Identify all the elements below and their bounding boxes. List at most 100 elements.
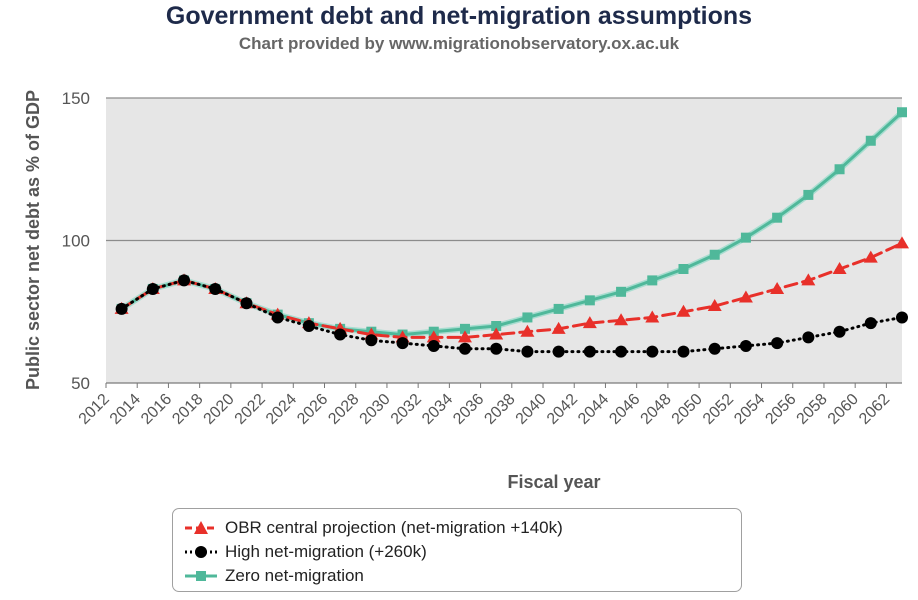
- data-point-circle: [427, 339, 440, 352]
- data-point-square: [772, 212, 783, 223]
- data-point-circle: [708, 342, 721, 355]
- x-tick-label: 2020: [201, 391, 238, 428]
- line-chart: 50 100 150 20122014201620182020202220242026…: [23, 89, 909, 492]
- legend-item-obr[interactable]: OBR central projection (net-migration +1…: [185, 517, 563, 539]
- x-tick-label: 2050: [669, 391, 706, 428]
- x-tick-label: 2052: [700, 391, 737, 428]
- data-point-triangle: [832, 262, 847, 274]
- data-point-triangle: [738, 290, 753, 303]
- data-point-square: [491, 321, 502, 331]
- data-point-circle: [396, 337, 409, 350]
- data-point-square: [584, 295, 595, 306]
- data-point-square: [459, 323, 470, 334]
- data-point-circle: [583, 345, 596, 358]
- x-tick-label: 2056: [762, 391, 799, 428]
- x-tick-label: 2048: [638, 391, 675, 428]
- legend-square-marker: [185, 571, 217, 581]
- y-axis-title: Public sector net debt as % of GDP: [23, 90, 43, 390]
- data-point-circle: [646, 345, 659, 358]
- data-point-square: [865, 135, 876, 146]
- chart-subtitle: Chart provided by www.migrationobservato…: [238, 34, 680, 53]
- x-tick-label: 2024: [263, 391, 300, 428]
- data-point-square: [834, 164, 845, 175]
- data-point-circle: [115, 302, 128, 315]
- legend-label-high: High net-migration (+260k): [225, 542, 427, 561]
- x-tick-label: 2026: [294, 391, 331, 428]
- data-point-circle: [458, 342, 471, 355]
- data-point-triangle: [770, 281, 785, 294]
- data-point-circle: [146, 282, 159, 295]
- x-tick-label: 2040: [513, 391, 550, 428]
- y-tick-label: 50: [71, 374, 90, 393]
- series-line-triangle: [120, 241, 904, 339]
- x-tick-label: 2016: [138, 391, 175, 428]
- data-point-circle: [521, 345, 534, 358]
- data-point-triangle: [801, 273, 816, 286]
- legend-item-high[interactable]: High net-migration (+260k): [185, 541, 427, 563]
- data-point-triangle: [457, 330, 472, 343]
- data-point-square: [709, 249, 720, 260]
- legend-label-zero: Zero net-migration: [225, 566, 364, 585]
- y-tick-label: 100: [62, 232, 90, 251]
- x-tick-label: 2034: [419, 391, 456, 428]
- legend-circle-marker: [185, 546, 217, 558]
- data-point-circle: [302, 320, 315, 332]
- x-tick-label: 2014: [107, 391, 144, 428]
- data-point-triangle: [489, 327, 504, 340]
- x-tick-label: 2060: [825, 391, 862, 428]
- x-tick-label: 2022: [232, 391, 269, 428]
- x-tick-label: 2042: [544, 391, 581, 428]
- x-tick-label: 2018: [169, 391, 206, 428]
- data-point-square: [897, 107, 907, 118]
- data-point-circle: [365, 334, 378, 347]
- data-point-square: [522, 312, 533, 323]
- data-point-circle: [209, 282, 222, 295]
- x-tick-label: 2054: [731, 391, 768, 428]
- data-point-triangle: [863, 250, 878, 263]
- data-point-square: [803, 189, 814, 200]
- data-point-circle: [739, 339, 752, 352]
- data-point-square: [553, 303, 564, 314]
- data-point-circle: [771, 337, 784, 350]
- chart-title: Government debt and net-migration assump…: [165, 2, 753, 30]
- data-point-triangle: [551, 321, 566, 334]
- data-point-circle: [896, 311, 908, 324]
- x-tick-label: 2046: [606, 391, 643, 428]
- data-point-circle: [178, 274, 191, 287]
- data-point-circle: [552, 345, 565, 358]
- data-point-triangle: [520, 324, 535, 337]
- x-tick-label: 2058: [794, 391, 831, 428]
- data-point-circle: [334, 328, 347, 341]
- data-point-triangle: [614, 313, 629, 326]
- legend-label-obr: OBR central projection (net-migration +1…: [225, 518, 563, 537]
- data-point-circle: [271, 311, 284, 324]
- data-point-triangle: [582, 316, 597, 329]
- data-point-circle: [864, 317, 877, 330]
- x-axis-title: Fiscal year: [507, 472, 600, 492]
- legend-item-zero[interactable]: Zero net-migration: [185, 565, 364, 587]
- data-point-circle: [833, 325, 846, 338]
- data-point-circle: [677, 345, 690, 358]
- data-point-triangle: [707, 299, 722, 312]
- data-point-circle: [240, 297, 253, 310]
- x-tick-label: 2036: [450, 391, 487, 428]
- data-point-triangle: [895, 236, 909, 249]
- data-point-square: [616, 286, 627, 297]
- x-tick-label: 2012: [76, 391, 113, 428]
- x-tick-label: 2038: [481, 391, 518, 428]
- data-point-circle: [490, 342, 503, 355]
- data-point-triangle: [676, 304, 691, 317]
- y-tick-label: 150: [62, 89, 90, 108]
- data-point-square: [740, 232, 751, 243]
- data-point-circle: [802, 331, 815, 344]
- x-tick-label: 2032: [388, 391, 425, 428]
- legend-triangle-marker: [185, 521, 217, 534]
- chart-legend: OBR central projection (net-migration +1…: [172, 508, 742, 592]
- data-point-square: [678, 264, 689, 274]
- data-point-triangle: [645, 310, 660, 323]
- x-tick-label: 2062: [856, 391, 893, 428]
- data-point-triangle: [426, 330, 441, 343]
- x-tick-label: 2028: [325, 391, 362, 428]
- data-point-circle: [615, 345, 628, 358]
- data-point-square: [647, 275, 658, 286]
